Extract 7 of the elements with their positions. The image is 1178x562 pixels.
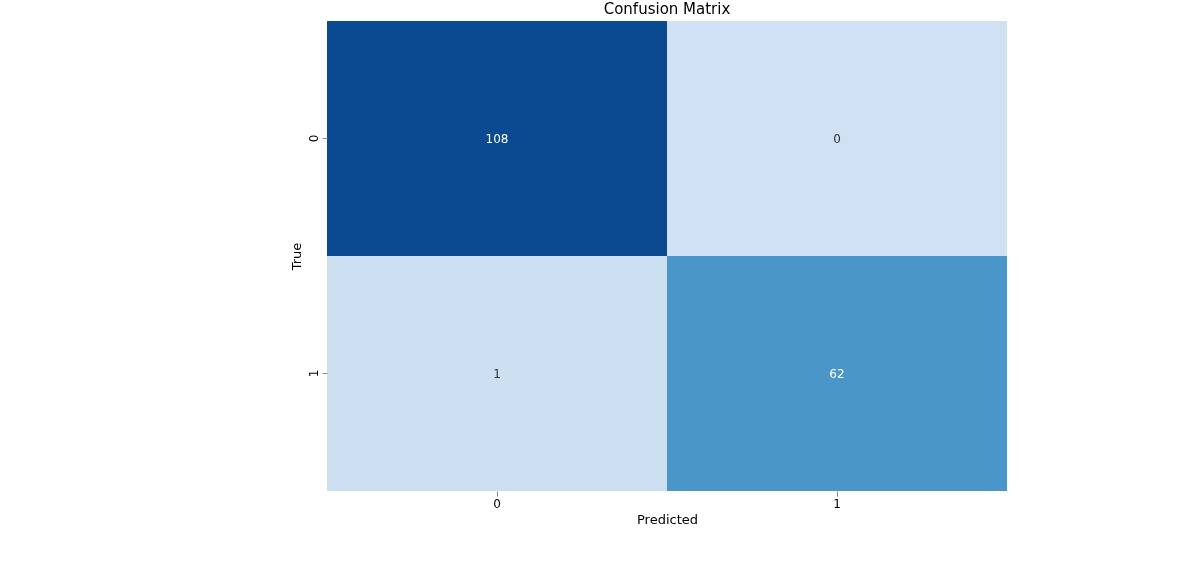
data-label: 0 (833, 131, 841, 146)
x-axis-title: Predicted (636, 511, 699, 527)
y-axis-title: True (288, 242, 304, 272)
data-label: 62 (829, 366, 845, 381)
data-label: 1 (493, 366, 501, 381)
chart-title: Confusion Matrix (603, 0, 731, 18)
data-label: 108 (485, 131, 509, 146)
